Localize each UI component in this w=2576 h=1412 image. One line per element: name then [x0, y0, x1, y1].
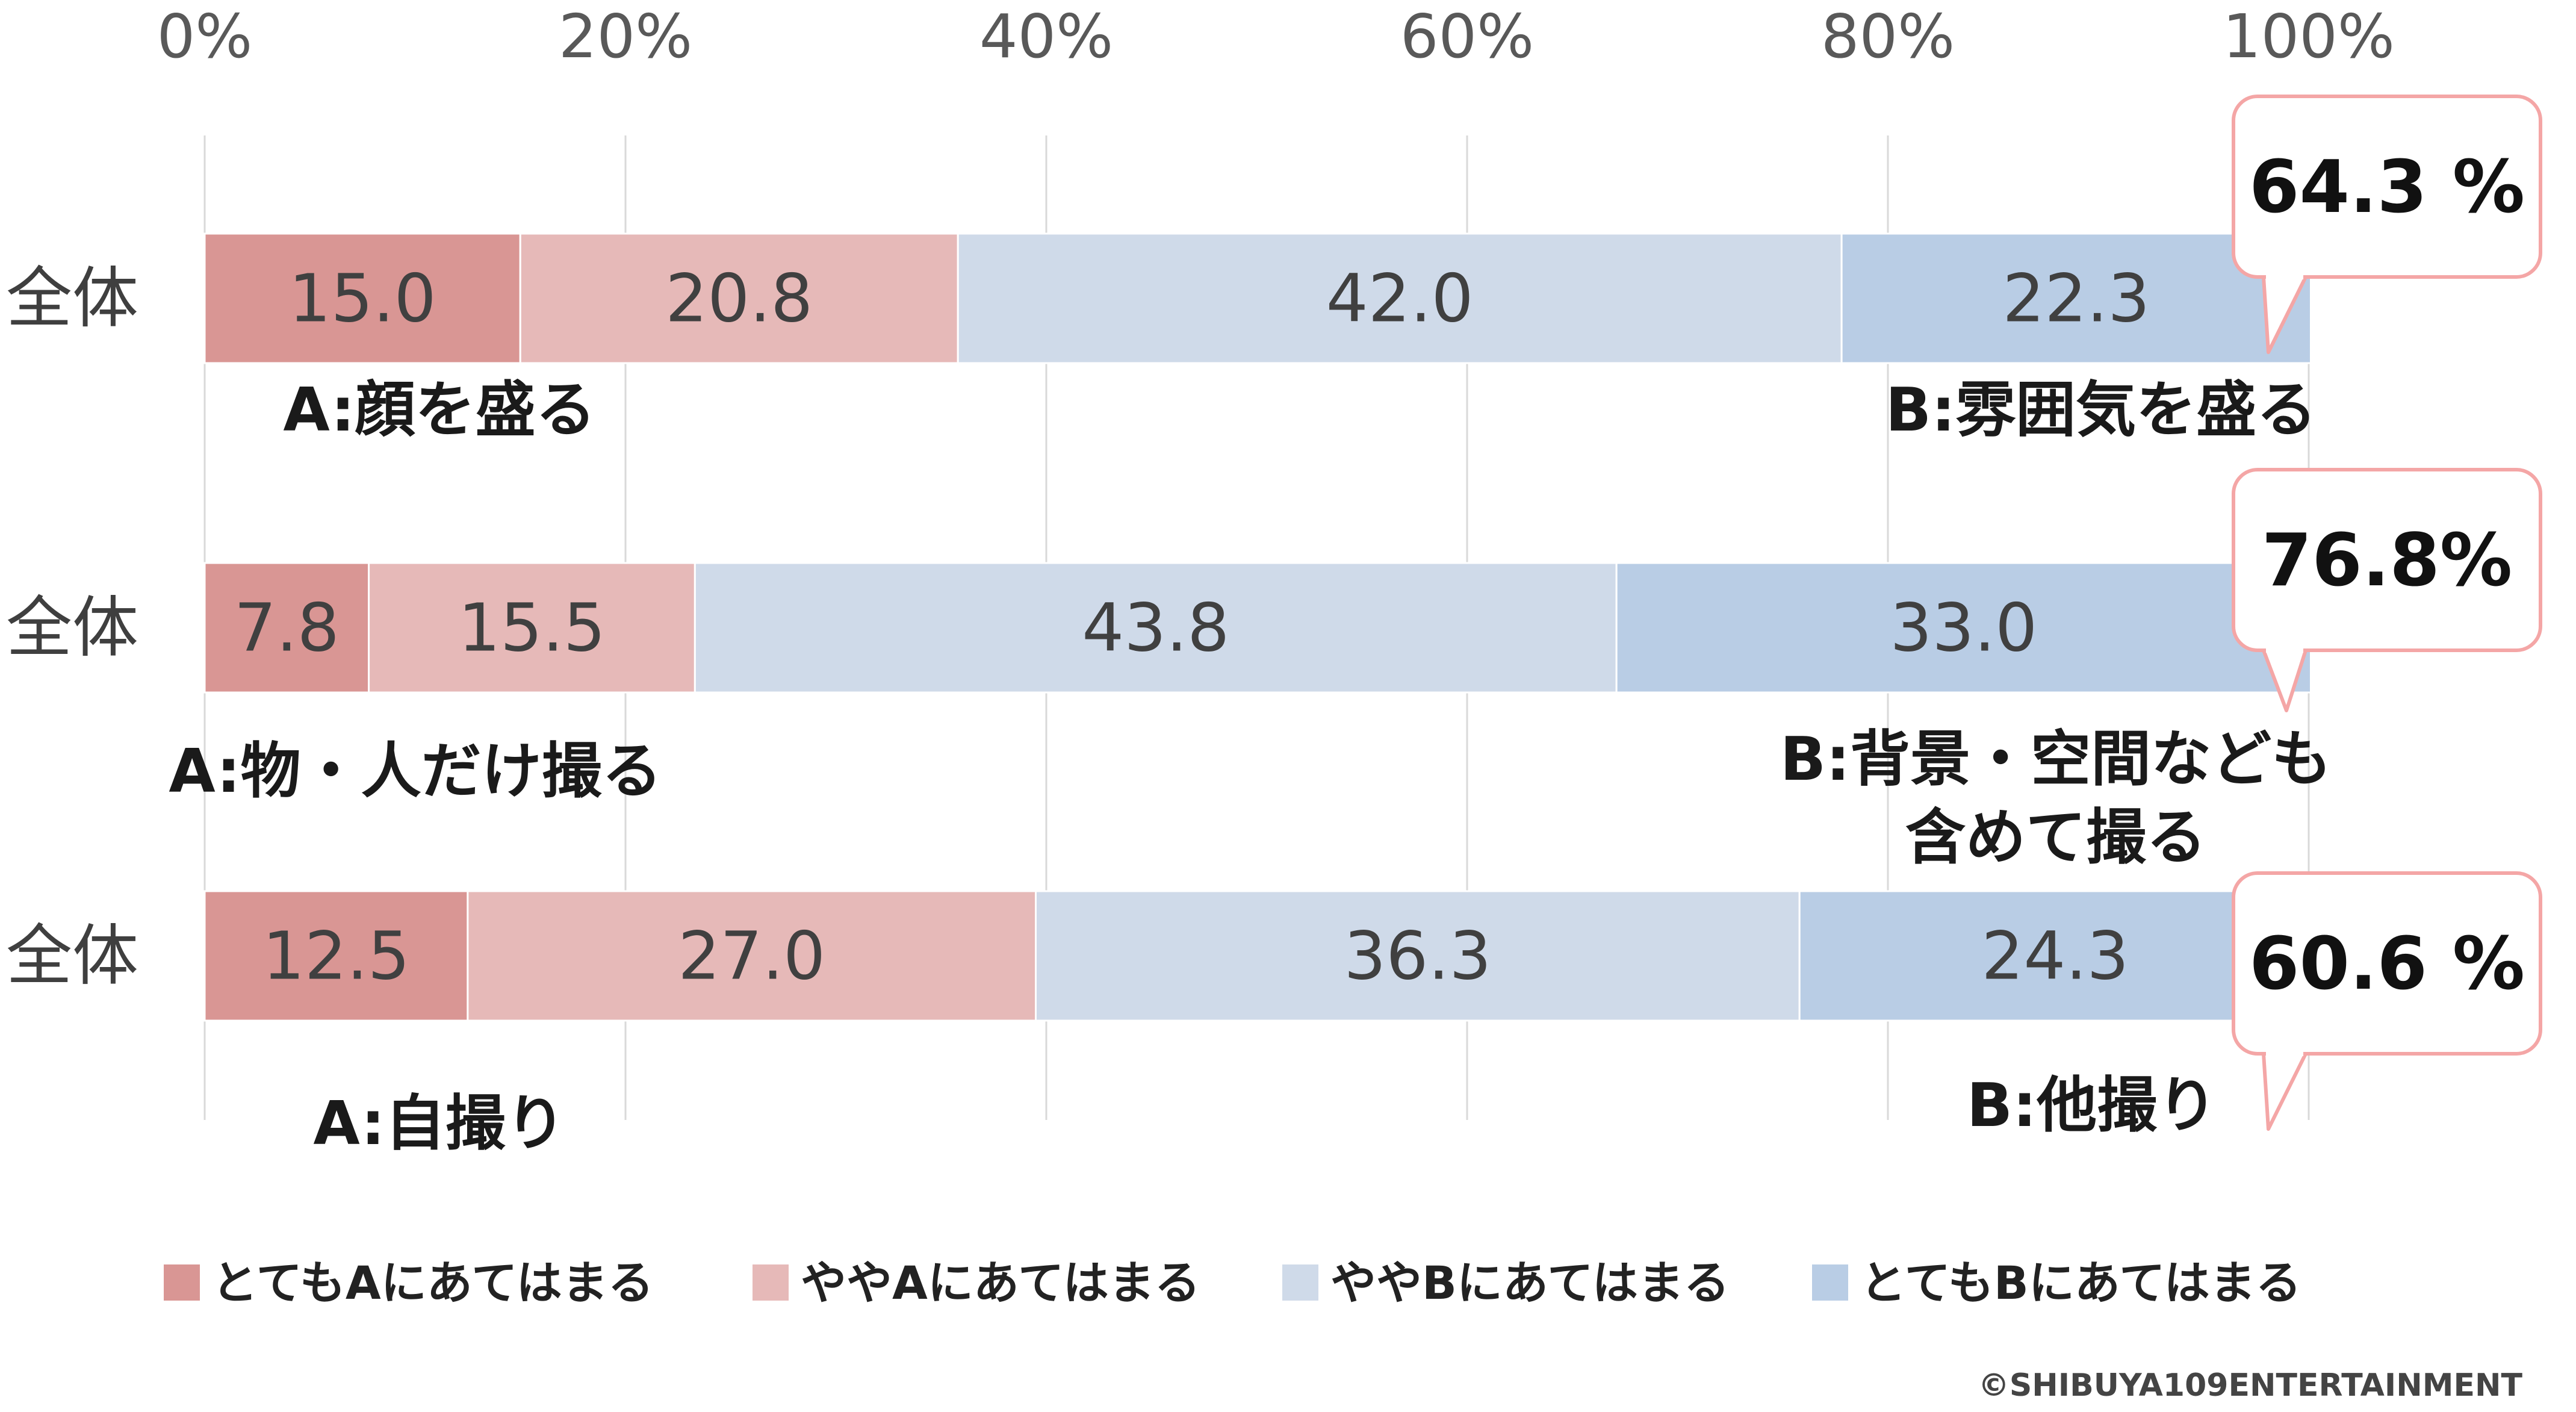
callout-bubble — [2232, 468, 2542, 652]
legend-label: ややBにあてはまる — [1330, 1256, 1730, 1310]
category-label: 全体 — [6, 260, 138, 337]
value-label: 20.8 — [665, 260, 813, 337]
b-label: B:他撮り — [1967, 1070, 2217, 1140]
callout-bubble — [2232, 871, 2542, 1056]
bar-segment — [203, 562, 370, 694]
bar-segment — [1035, 890, 1801, 1022]
value-label: 33.0 — [1890, 589, 2037, 667]
callout-tail — [2262, 1052, 2308, 1131]
value-label: 7.8 — [234, 589, 340, 667]
x-tick-label: 60% — [1400, 1, 1534, 72]
a-label: A:自撮り — [313, 1088, 565, 1159]
a-label: A:顔を盛る — [283, 375, 595, 445]
x-tick-label: 0% — [157, 1, 253, 72]
callout-text: 76.8% — [2262, 519, 2512, 603]
legend-label: とてもAにあてはまる — [212, 1256, 654, 1310]
bar-segment — [203, 232, 521, 364]
value-label: 24.3 — [1981, 918, 2129, 995]
x-tick-label: 40% — [979, 1, 1113, 72]
legend-swatch — [753, 1264, 789, 1301]
value-label: 27.0 — [678, 918, 825, 995]
bar-segment — [1798, 890, 2312, 1022]
value-label: 42.0 — [1326, 260, 1474, 337]
credit-text: ©SHIBUYA109ENTERTAINMENT — [1978, 1367, 2523, 1404]
category-label: 全体 — [6, 918, 138, 995]
a-label: A:物・人だけ撮る — [169, 736, 662, 806]
legend-swatch — [1812, 1264, 1848, 1301]
value-label: 15.5 — [458, 589, 606, 667]
callout-text: 60.6 % — [2249, 922, 2525, 1006]
legend-swatch — [164, 1264, 200, 1301]
category-label: 全体 — [6, 589, 138, 667]
callout-text: 64.3 % — [2249, 146, 2525, 229]
value-label: 22.3 — [2002, 260, 2150, 337]
x-tick-label: 80% — [1821, 1, 1955, 72]
legend-label: ややAにあてはまる — [801, 1256, 1200, 1310]
bar-segment — [694, 562, 1618, 694]
value-label: 15.0 — [289, 260, 436, 337]
bar-segment — [203, 890, 469, 1022]
bar-segment — [467, 890, 1037, 1022]
x-tick-label: 100% — [2223, 1, 2395, 72]
bar-segment — [1615, 562, 2312, 694]
legend-swatch — [1282, 1264, 1318, 1301]
legend-label: とてもBにあてはまる — [1860, 1256, 2301, 1310]
b-label: B:背景・空間なども — [1780, 724, 2332, 794]
b-label: B:雰囲気を盛る — [1885, 375, 2317, 445]
callout-bubble — [2232, 95, 2542, 279]
x-tick-label: 20% — [559, 1, 692, 72]
value-label: 12.5 — [262, 918, 410, 995]
bar-segment — [957, 232, 1843, 364]
b-label: 含めて撮る — [1905, 802, 2206, 872]
bar-segment — [368, 562, 696, 694]
value-label: 36.3 — [1344, 918, 1491, 995]
value-label: 43.8 — [1082, 589, 1229, 667]
